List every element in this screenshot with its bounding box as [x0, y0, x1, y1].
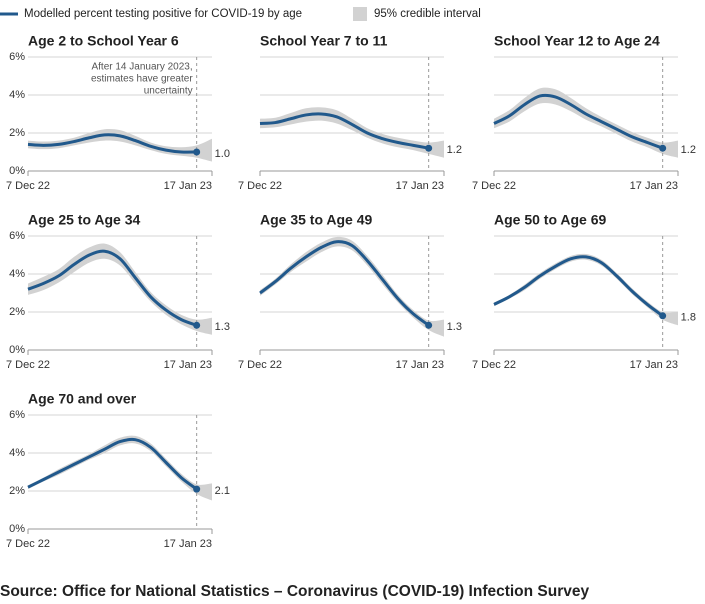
x-tick-label: 7 Dec 22	[6, 359, 50, 371]
y-tick-label: 2%	[9, 306, 25, 318]
y-tick-label: 6%	[9, 51, 25, 63]
value-label: 1.2	[447, 144, 462, 156]
end-point	[193, 148, 201, 156]
panel-title: Age 70 and over	[28, 391, 137, 407]
credible-interval	[260, 236, 444, 337]
trend-line	[493, 93, 664, 150]
panel-title: Age 2 to School Year 6	[28, 33, 179, 49]
value-label: 1.2	[681, 144, 696, 156]
source: Source: Office for National Statistics –…	[0, 583, 590, 600]
x-tick-label: 7 Dec 22	[238, 180, 282, 192]
x-tick-label: 17 Jan 23	[164, 538, 212, 550]
x-tick-label: 17 Jan 23	[164, 359, 212, 371]
y-tick-label: 0%	[9, 165, 25, 177]
panel-title: Age 35 to Age 49	[260, 212, 373, 228]
y-tick-label: 4%	[9, 447, 25, 459]
value-label: 1.0	[215, 148, 230, 160]
panel-title: School Year 12 to Age 24	[494, 33, 660, 49]
trend-line	[27, 249, 198, 327]
x-tick-label: 17 Jan 23	[630, 180, 678, 192]
y-tick-label: 4%	[9, 89, 25, 101]
trend-line	[27, 437, 198, 491]
annotation: estimates have greater	[91, 74, 193, 85]
x-tick-label: 7 Dec 22	[6, 180, 50, 192]
x-tick-label: 7 Dec 22	[472, 180, 516, 192]
value-label: 1.3	[215, 321, 230, 333]
x-tick-label: 17 Jan 23	[396, 180, 444, 192]
x-tick-label: 17 Jan 23	[396, 359, 444, 371]
y-tick-label: 6%	[9, 409, 25, 421]
annotation: After 14 January 2023,	[91, 62, 192, 73]
annotation: uncertainty	[144, 86, 193, 97]
legend-swatch	[353, 7, 367, 21]
x-tick-label: 17 Jan 23	[164, 180, 212, 192]
end-point	[193, 321, 201, 329]
legend-label: Modelled percent testing positive for CO…	[24, 8, 302, 20]
panel-title: Age 50 to Age 69	[494, 212, 607, 228]
trend-line	[27, 133, 197, 154]
x-tick-label: 7 Dec 22	[6, 538, 50, 550]
credible-interval	[260, 107, 444, 158]
y-tick-label: 6%	[9, 230, 25, 242]
value-label: 2.1	[215, 485, 230, 497]
end-point	[425, 144, 433, 152]
y-tick-label: 2%	[9, 127, 25, 139]
credible-interval	[494, 87, 678, 158]
legend-label: 95% credible interval	[374, 8, 481, 20]
x-tick-label: 7 Dec 22	[472, 359, 516, 371]
value-label: 1.8	[681, 312, 696, 324]
trend-line	[493, 255, 664, 318]
panel-title: School Year 7 to 11	[260, 33, 388, 49]
trend-line	[259, 112, 429, 150]
credible-interval	[28, 128, 212, 162]
y-tick-label: 2%	[9, 485, 25, 497]
panel-title: Age 25 to Age 34	[28, 212, 141, 228]
x-tick-label: 17 Jan 23	[630, 359, 678, 371]
y-tick-label: 0%	[9, 523, 25, 535]
value-label: 1.3	[447, 321, 462, 333]
end-point	[193, 485, 201, 493]
y-tick-label: 0%	[9, 344, 25, 356]
end-point	[659, 144, 667, 152]
end-point	[425, 321, 433, 329]
x-tick-label: 7 Dec 22	[238, 359, 282, 371]
trend-line	[259, 240, 430, 327]
end-point	[659, 312, 667, 320]
y-tick-label: 4%	[9, 268, 25, 280]
